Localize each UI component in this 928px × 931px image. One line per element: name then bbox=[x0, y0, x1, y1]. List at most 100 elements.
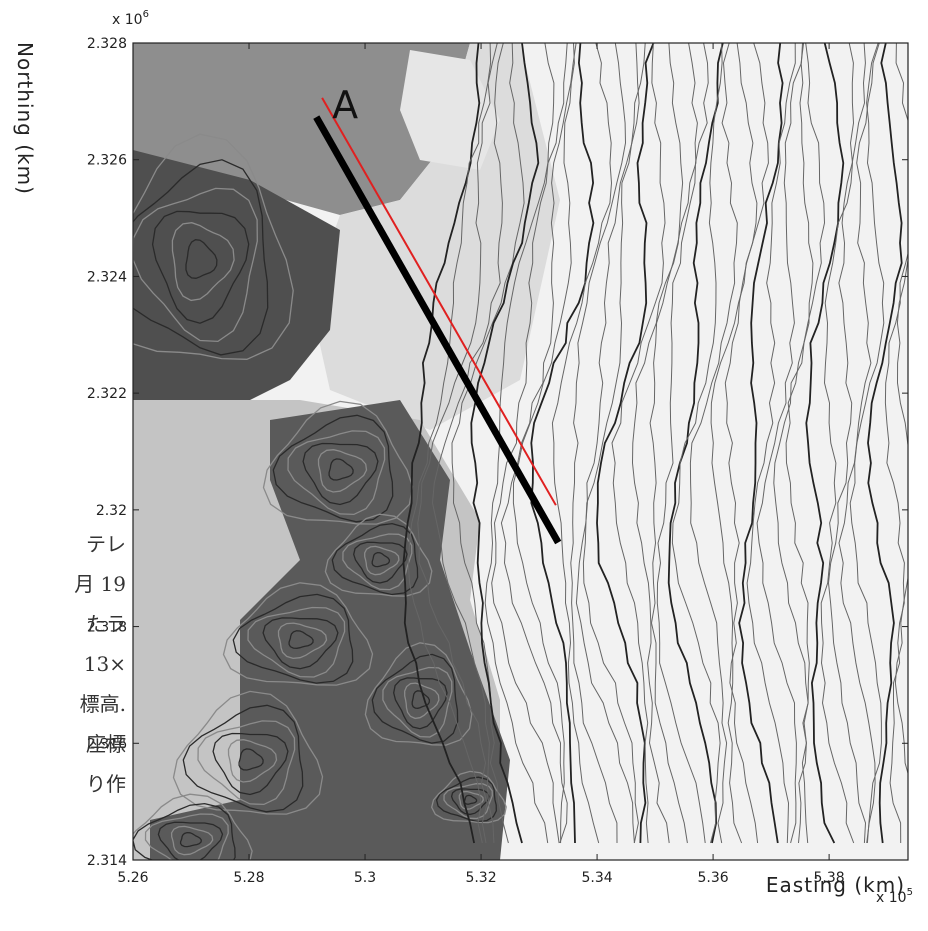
contour bbox=[470, 43, 540, 844]
contour bbox=[849, 43, 885, 844]
contour bbox=[287, 430, 386, 516]
side-text: 座標 bbox=[86, 732, 126, 756]
contour bbox=[884, 43, 908, 844]
side-text: 標高. bbox=[80, 692, 126, 716]
contour bbox=[197, 720, 296, 806]
contour bbox=[179, 831, 202, 848]
contour bbox=[417, 43, 498, 844]
side-text: 13× bbox=[84, 652, 126, 676]
contour bbox=[582, 43, 646, 844]
contour bbox=[671, 43, 723, 844]
contour bbox=[756, 43, 803, 844]
contour bbox=[738, 43, 784, 844]
line-label: A bbox=[332, 83, 358, 127]
x-axis-label: Easting (km) bbox=[766, 873, 905, 897]
side-text: り作 bbox=[86, 772, 126, 796]
y-tick-label: 2.32 bbox=[96, 503, 127, 519]
x-tick-label: 5.36 bbox=[698, 870, 729, 886]
contour bbox=[328, 458, 354, 481]
contour bbox=[171, 222, 235, 302]
contour bbox=[404, 682, 440, 720]
y-tick-label: 2.328 bbox=[87, 36, 127, 52]
contour bbox=[458, 790, 484, 810]
contour bbox=[411, 690, 431, 709]
contour bbox=[262, 400, 414, 525]
contour bbox=[277, 622, 328, 660]
contour bbox=[393, 677, 448, 730]
contour bbox=[570, 43, 627, 844]
contour bbox=[371, 551, 391, 568]
contour bbox=[262, 617, 339, 670]
contour bbox=[331, 522, 419, 596]
contour bbox=[785, 43, 826, 844]
contour bbox=[435, 776, 497, 823]
contour bbox=[820, 43, 855, 844]
plot-frame bbox=[132, 42, 909, 861]
contour bbox=[530, 43, 595, 844]
contour bbox=[867, 43, 903, 844]
contour bbox=[443, 783, 493, 820]
contour bbox=[407, 43, 492, 844]
contour bbox=[170, 825, 214, 856]
contour bbox=[596, 43, 655, 844]
x-tick-label: 5.32 bbox=[465, 870, 496, 886]
contour bbox=[364, 545, 400, 576]
contour bbox=[649, 43, 698, 844]
contour bbox=[144, 813, 229, 860]
contour bbox=[272, 414, 394, 523]
contour bbox=[185, 239, 218, 279]
contour bbox=[342, 533, 413, 591]
land-dark bbox=[150, 400, 510, 860]
y-tick-label: 2.318 bbox=[87, 620, 127, 636]
x-multiplier-base: x 10 bbox=[876, 890, 907, 906]
contour bbox=[463, 794, 478, 805]
x-tick-label: 5.3 bbox=[354, 870, 376, 886]
x-tick-label: 5.34 bbox=[581, 870, 612, 886]
profile-line bbox=[321, 97, 557, 506]
contour bbox=[827, 43, 867, 844]
y-multiplier-base: x 10 bbox=[112, 12, 143, 28]
island bbox=[400, 50, 500, 170]
contour bbox=[302, 442, 379, 506]
profile-lines: A bbox=[313, 83, 562, 545]
contour bbox=[353, 541, 408, 584]
contour bbox=[133, 802, 236, 860]
contour bbox=[232, 593, 354, 684]
y-tick-label: 2.314 bbox=[87, 853, 127, 869]
contour bbox=[710, 43, 758, 844]
contour bbox=[133, 793, 253, 860]
contour bbox=[133, 159, 269, 356]
x-tick-label: 5.28 bbox=[233, 870, 264, 886]
contour bbox=[157, 821, 224, 860]
contour bbox=[222, 582, 374, 686]
y-tick-label: 2.316 bbox=[87, 736, 127, 752]
contour bbox=[689, 43, 738, 844]
contour bbox=[805, 43, 845, 844]
contour bbox=[288, 630, 314, 649]
side-text: 月 19 bbox=[74, 572, 126, 596]
contour bbox=[151, 210, 250, 324]
side-text: テレ bbox=[86, 532, 126, 556]
contour bbox=[364, 642, 473, 746]
x-tick-label: 5.38 bbox=[814, 870, 845, 886]
contour bbox=[172, 690, 324, 815]
y-axis-label: Northing (km) bbox=[13, 42, 37, 195]
contour bbox=[182, 704, 304, 813]
contour bbox=[656, 43, 709, 844]
terrain-image bbox=[133, 43, 908, 860]
contour bbox=[227, 739, 278, 783]
profile-line bbox=[313, 115, 562, 545]
contour bbox=[500, 43, 577, 844]
contour bbox=[575, 43, 640, 844]
contour bbox=[724, 43, 769, 844]
contour bbox=[317, 449, 368, 493]
shoal-area bbox=[310, 43, 560, 430]
y-multiplier-exponent: 6 bbox=[143, 9, 149, 20]
x-multiplier: x 105 bbox=[876, 887, 913, 906]
contour bbox=[133, 133, 294, 360]
x-tick-label: 5.26 bbox=[117, 870, 148, 886]
contour bbox=[431, 43, 504, 844]
x-multiplier-exponent: 5 bbox=[907, 887, 913, 898]
contour bbox=[212, 732, 289, 796]
